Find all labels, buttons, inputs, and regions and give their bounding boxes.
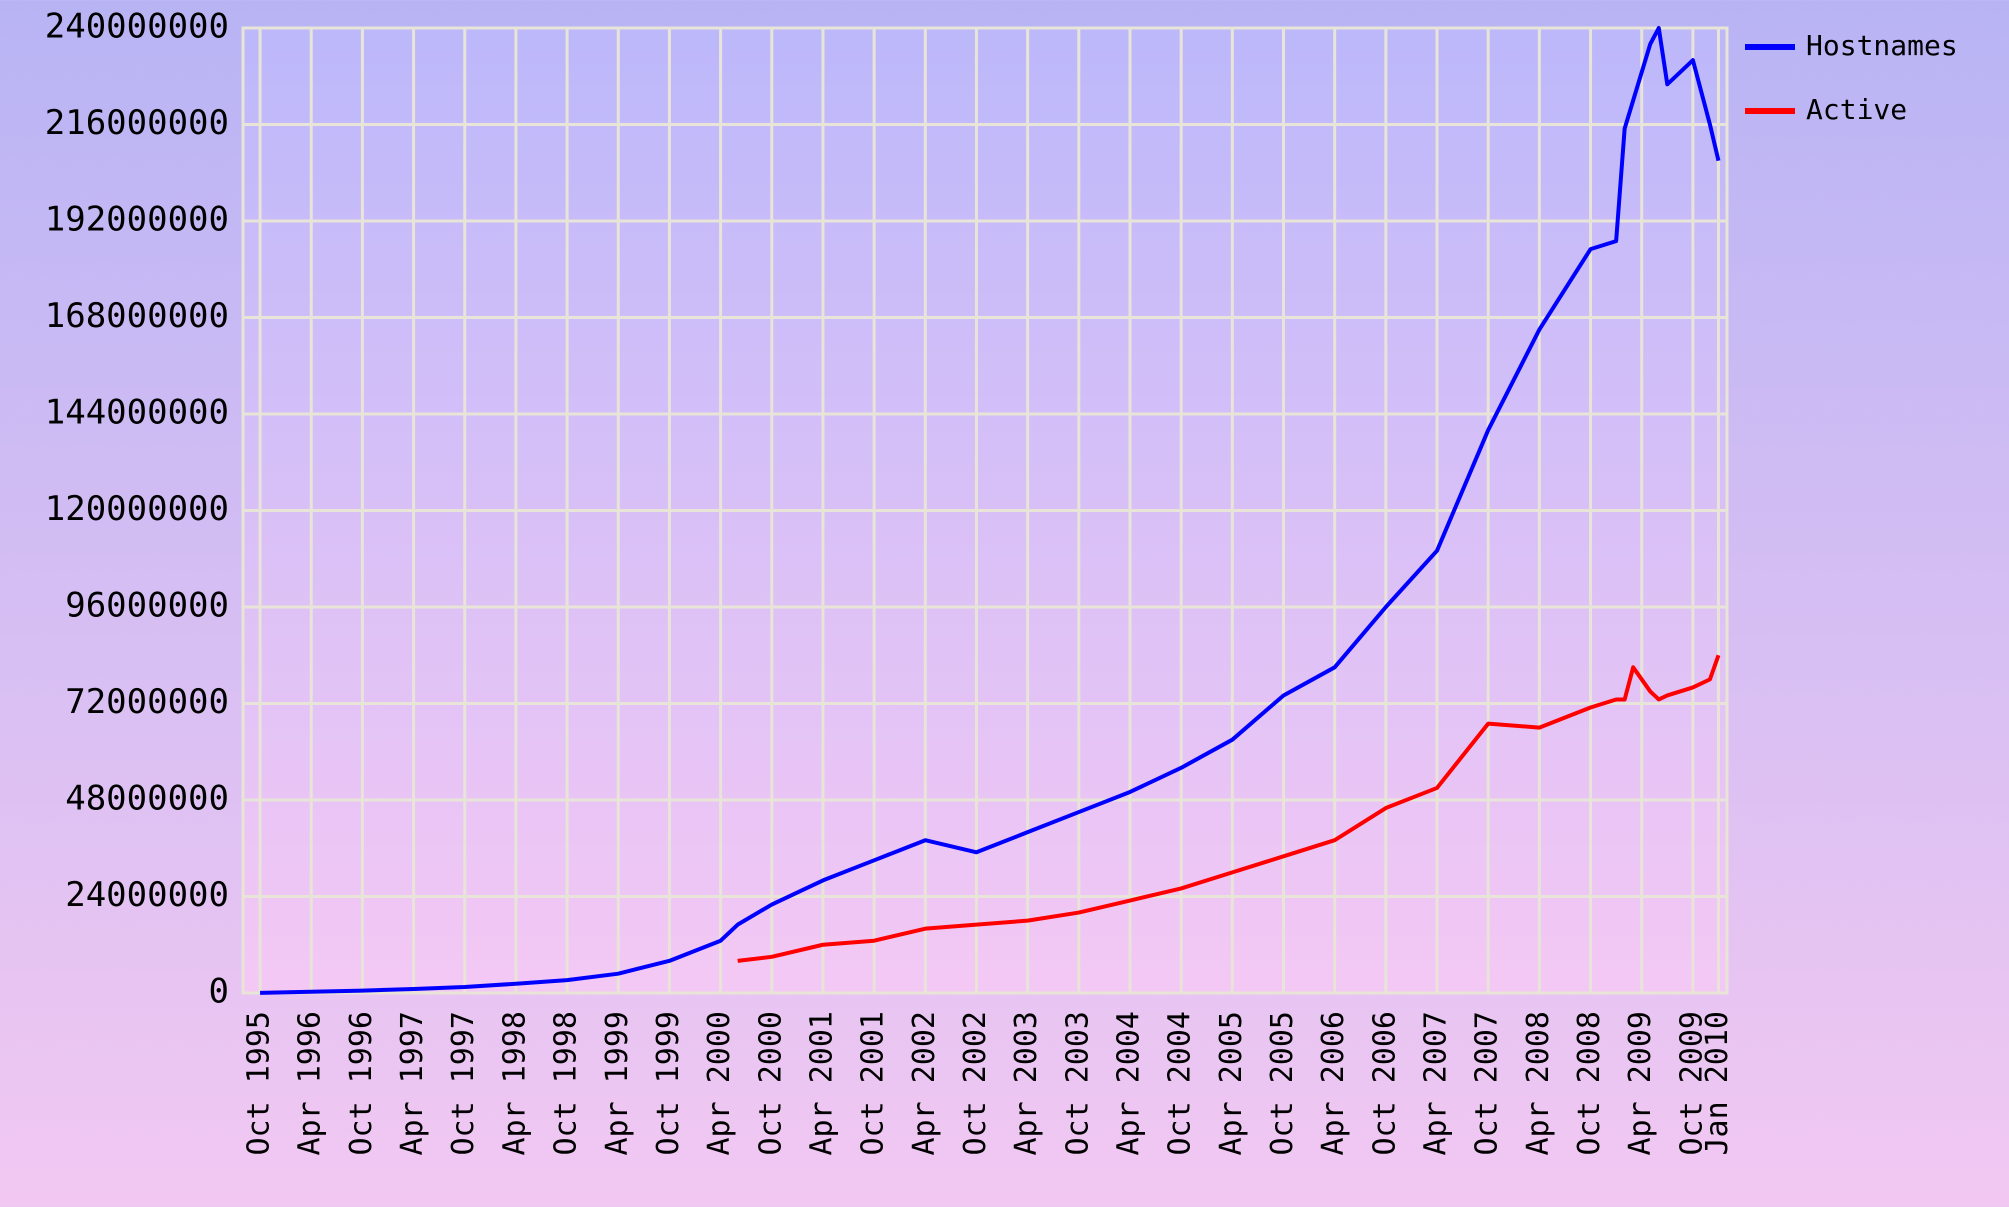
x-tick-label: Apr 1997 bbox=[395, 1011, 430, 1156]
x-tick-label: Apr 2008 bbox=[1521, 1011, 1556, 1156]
y-tick-label: 168000000 bbox=[45, 296, 229, 336]
x-tick-label: Oct 2006 bbox=[1367, 1011, 1402, 1156]
x-tick-label: Jan 2010 bbox=[1700, 1011, 1735, 1156]
data-line bbox=[260, 26, 1721, 995]
y-tick-label: 120000000 bbox=[45, 489, 229, 529]
y-tick-label: 216000000 bbox=[45, 103, 229, 143]
x-tick-label: Oct 2005 bbox=[1265, 1011, 1300, 1156]
x-tick-label: Apr 1998 bbox=[497, 1011, 532, 1156]
x-tick-label: Oct 2003 bbox=[1060, 1011, 1095, 1156]
y-tick-label: 48000000 bbox=[65, 779, 229, 819]
y-tick-label: 96000000 bbox=[65, 586, 229, 626]
x-tick-label: Oct 1995 bbox=[242, 1011, 277, 1156]
x-tick-label: Oct 2007 bbox=[1470, 1011, 1505, 1156]
y-tick-label: 144000000 bbox=[45, 393, 229, 433]
x-tick-label: Oct 2008 bbox=[1572, 1011, 1607, 1156]
x-tick-label: Apr 1996 bbox=[293, 1011, 328, 1156]
x-tick-label: Oct 1999 bbox=[651, 1011, 686, 1156]
x-tick-label: Oct 2009 bbox=[1674, 1011, 1709, 1156]
x-tick-label: Apr 2000 bbox=[702, 1011, 737, 1156]
x-tick-label: Apr 2004 bbox=[1111, 1011, 1146, 1156]
x-tick-label: Apr 2001 bbox=[804, 1011, 839, 1156]
data-line bbox=[737, 654, 1721, 963]
x-tick-label: Apr 2002 bbox=[907, 1011, 942, 1156]
x-tick-label: Apr 1999 bbox=[600, 1011, 635, 1156]
x-tick-label: Oct 2004 bbox=[1163, 1011, 1198, 1156]
y-tick-label: 24000000 bbox=[65, 875, 229, 915]
x-tick-label: Apr 2007 bbox=[1419, 1011, 1454, 1156]
y-tick-label: 0 bbox=[209, 972, 229, 1012]
x-tick-label: Apr 2003 bbox=[1009, 1011, 1044, 1156]
x-tick-label: Oct 2000 bbox=[753, 1011, 788, 1156]
plot-frame bbox=[241, 26, 1729, 995]
x-tick-label: Oct 1997 bbox=[446, 1011, 481, 1156]
x-tick-label: Apr 2009 bbox=[1623, 1011, 1658, 1156]
x-tick-label: Apr 2005 bbox=[1214, 1011, 1249, 1156]
legend-label: Active bbox=[1806, 93, 1907, 126]
y-tick-label: 240000000 bbox=[45, 7, 229, 47]
x-tick-label: Oct 1998 bbox=[549, 1011, 584, 1156]
legend-label: Hostnames bbox=[1806, 29, 1958, 62]
x-tick-label: Oct 2001 bbox=[856, 1011, 891, 1156]
y-tick-label: 192000000 bbox=[45, 200, 229, 240]
x-tick-label: Apr 2006 bbox=[1316, 1011, 1351, 1156]
x-tick-label: Oct 1996 bbox=[344, 1011, 379, 1156]
y-tick-label: 72000000 bbox=[65, 682, 229, 722]
x-tick-label: Oct 2002 bbox=[958, 1011, 993, 1156]
